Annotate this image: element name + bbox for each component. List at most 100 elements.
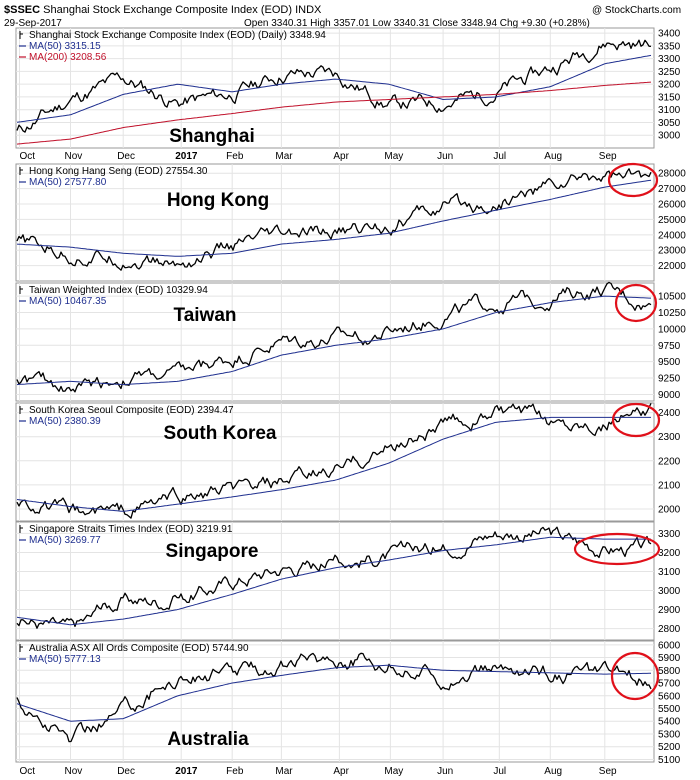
x-tick-label: Mar bbox=[275, 151, 293, 162]
header-open: Open 3340.31 bbox=[244, 18, 308, 29]
y-tick-label: 2300 bbox=[658, 432, 681, 443]
header-credit: @ StockCharts.com bbox=[592, 5, 682, 16]
header-low: Low 3340.31 bbox=[372, 18, 430, 29]
y-tick-label: 6000 bbox=[658, 640, 681, 651]
y-tick-label: 24000 bbox=[658, 230, 686, 241]
y-tick-label: 3000 bbox=[658, 131, 681, 142]
y-tick-label: 3350 bbox=[658, 41, 681, 52]
x-tick-label: Feb bbox=[226, 151, 244, 162]
x-tick-label: Aug bbox=[544, 151, 562, 162]
y-tick-label: 10500 bbox=[658, 292, 686, 303]
header-high: High 3357.01 bbox=[310, 18, 370, 29]
legend-entry: Taiwan Weighted Index (EOD) 10329.94 bbox=[29, 285, 208, 296]
y-tick-label: 9000 bbox=[658, 390, 681, 401]
x-tick-label: May bbox=[384, 766, 403, 777]
y-tick-label: 3000 bbox=[658, 586, 681, 597]
x-tick-label: May bbox=[384, 151, 403, 162]
legend-bar-icon bbox=[19, 167, 23, 175]
header-change: Chg +9.30 (+0.28%) bbox=[499, 18, 590, 29]
y-tick-label: 28000 bbox=[658, 169, 686, 180]
x-tick-label: Jun bbox=[437, 766, 453, 777]
market-annotation: Singapore bbox=[166, 541, 259, 562]
legend-entry: Hong Kong Hang Seng (EOD) 27554.30 bbox=[29, 166, 208, 177]
x-tick-label: Apr bbox=[333, 766, 349, 777]
y-tick-label: 10250 bbox=[658, 308, 686, 319]
legend-entry: Australia ASX All Ords Composite (EOD) 5… bbox=[29, 643, 249, 654]
header-exchange: INDX bbox=[295, 4, 322, 16]
y-tick-label: 3100 bbox=[658, 567, 681, 578]
y-tick-label: 3200 bbox=[658, 548, 681, 559]
ma50-line bbox=[16, 416, 651, 512]
x-tick-label: Aug bbox=[544, 766, 562, 777]
panel-frame bbox=[15, 521, 655, 641]
y-tick-label: 5300 bbox=[658, 729, 681, 740]
x-tick-label: Mar bbox=[275, 766, 293, 777]
header-title: Shanghai Stock Exchange Composite Index … bbox=[43, 4, 292, 16]
ma50-line bbox=[16, 295, 651, 386]
market-annotation: Hong Kong bbox=[167, 190, 269, 211]
x-tick-label: Nov bbox=[64, 766, 82, 777]
ma200-line bbox=[16, 81, 652, 145]
highlight-circle bbox=[611, 402, 661, 438]
x-tick-label: Sep bbox=[599, 151, 617, 162]
ticker-symbol: $SSEC bbox=[4, 4, 41, 16]
x-tick-label: Sep bbox=[599, 766, 617, 777]
legend-bar-icon bbox=[19, 525, 23, 533]
y-tick-label: 5400 bbox=[658, 717, 681, 728]
y-tick-label: 2400 bbox=[658, 408, 681, 419]
price-series-line bbox=[16, 168, 652, 271]
y-tick-label: 2800 bbox=[658, 624, 681, 635]
legend-bar-icon bbox=[19, 406, 23, 414]
legend-bar-icon bbox=[19, 644, 23, 652]
price-series-line bbox=[16, 526, 652, 629]
ma50-line bbox=[16, 664, 651, 722]
x-tick-label: Dec bbox=[117, 151, 135, 162]
panel-frame bbox=[15, 282, 655, 402]
y-tick-label: 3100 bbox=[658, 105, 681, 116]
y-tick-label: 9750 bbox=[658, 341, 681, 352]
legend-entry: Singapore Straits Times Index (EOD) 3219… bbox=[29, 524, 233, 535]
highlight-circle bbox=[614, 283, 658, 323]
legend-bar-icon bbox=[19, 31, 23, 39]
x-tick-label: Feb bbox=[226, 766, 244, 777]
x-tick-label: Apr bbox=[333, 151, 349, 162]
y-tick-label: 5700 bbox=[658, 679, 681, 690]
y-tick-label: 2900 bbox=[658, 605, 681, 616]
x-tick-label: Oct bbox=[20, 766, 36, 777]
y-tick-label: 3300 bbox=[658, 54, 681, 65]
y-tick-label: 3400 bbox=[658, 29, 681, 40]
legend-entry: MA(50) 10467.35 bbox=[29, 296, 107, 307]
y-tick-label: 5600 bbox=[658, 691, 681, 702]
y-tick-label: 2000 bbox=[658, 504, 681, 515]
market-annotation: South Korea bbox=[164, 423, 277, 444]
y-tick-label: 25000 bbox=[658, 215, 686, 226]
y-tick-label: 5200 bbox=[658, 742, 681, 753]
header-date: 29-Sep-2017 bbox=[4, 18, 62, 29]
legend-entry: MA(50) 27577.80 bbox=[29, 177, 107, 188]
market-annotation: Australia bbox=[167, 729, 249, 750]
legend-entry: MA(50) 3269.77 bbox=[29, 535, 101, 546]
legend-entry: Shanghai Stock Exchange Composite Index … bbox=[29, 30, 326, 41]
legend-entry: MA(50) 5777.13 bbox=[29, 654, 101, 665]
y-tick-label: 5900 bbox=[658, 653, 681, 664]
price-series-line bbox=[16, 39, 652, 133]
y-tick-label: 3200 bbox=[658, 80, 681, 91]
chart-header: $SSEC Shanghai Stock Exchange Composite … bbox=[4, 4, 321, 16]
y-tick-label: 22000 bbox=[658, 261, 686, 272]
legend-entry: MA(50) 2380.39 bbox=[29, 416, 101, 427]
panel-frame bbox=[15, 163, 655, 282]
price-series-line bbox=[16, 652, 652, 743]
header-quote: Open 3340.31 High 3357.01 Low 3340.31 Cl… bbox=[244, 18, 590, 29]
x-tick-label: 2017 bbox=[175, 766, 198, 777]
x-tick-label: Nov bbox=[64, 151, 82, 162]
legend-entry: MA(50) 3315.15 bbox=[29, 41, 101, 52]
x-tick-label: Dec bbox=[117, 766, 135, 777]
y-tick-label: 3150 bbox=[658, 92, 681, 103]
market-annotation: Taiwan bbox=[174, 305, 237, 326]
highlight-circle bbox=[573, 532, 661, 566]
y-tick-label: 9500 bbox=[658, 357, 681, 368]
x-tick-label: Jul bbox=[493, 151, 506, 162]
y-tick-label: 3050 bbox=[658, 118, 681, 129]
